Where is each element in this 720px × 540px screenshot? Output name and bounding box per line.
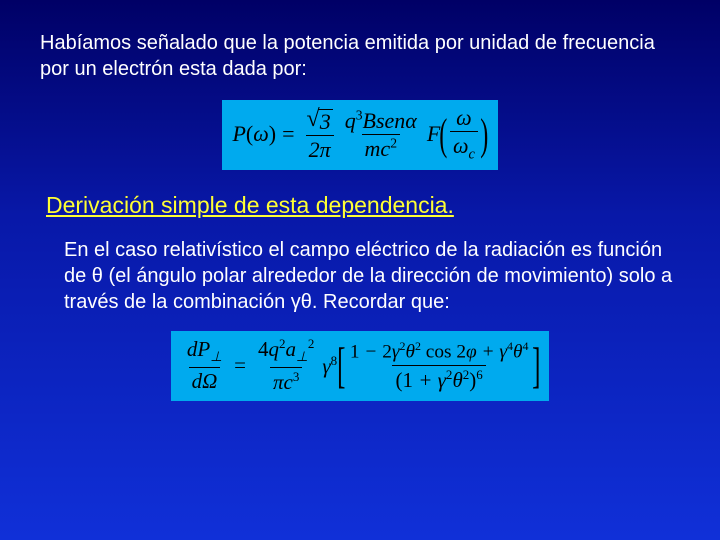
formula-2: dP⊥ dΩ = 4q2a⊥2 πc3 γ8 [ 1 − 2γ2θ2 cos 2… <box>171 331 549 401</box>
f1-inner-frac: ω ωc <box>450 106 478 162</box>
subtitle-text: Derivación simple de esta dependencia. <box>46 192 680 219</box>
f2-lhs-num: dP⊥ <box>187 337 222 361</box>
f1-outer-func: F <box>427 123 440 145</box>
paren-left-icon: ( <box>440 117 448 152</box>
f1-coef-frac: √3 2π <box>304 107 336 161</box>
f1-lhs-func: P <box>232 123 245 145</box>
f1-main-frac: q3Bsenα mc2 <box>342 108 420 160</box>
f2-coef-num: 4q2a⊥2 <box>258 337 314 361</box>
f2-bracket-frac: 1 − 2γ2θ2 cos 2φ + γ4θ4 (1 + γ2θ2)6 <box>347 340 532 391</box>
formula-2-container: dP⊥ dΩ = 4q2a⊥2 πc3 γ8 [ 1 − 2γ2θ2 cos 2… <box>40 331 680 401</box>
paren-right-icon: ) <box>480 117 488 152</box>
f1-eq: = <box>282 123 294 145</box>
f1-inner-num: ω <box>453 106 475 131</box>
formula-1: P(ω) = √3 2π q3Bsenα mc2 F ( ω ωc ) <box>222 100 497 170</box>
f1-coef-den: 2π <box>306 135 334 161</box>
bracket-right-icon: ] <box>533 347 541 385</box>
f1-inner-den-base: ω <box>453 133 469 158</box>
f1-root-arg: 3 <box>318 109 333 133</box>
f2-lhs-den: dΩ <box>189 367 221 392</box>
f1-inner-den-sub: c <box>469 146 475 162</box>
bracket-left-icon: [ <box>337 347 345 385</box>
formula-1-container: P(ω) = √3 2π q3Bsenα mc2 F ( ω ωc ) <box>40 100 680 170</box>
f1-main-den: mc2 <box>365 136 397 161</box>
f2-bracket-num: 1 − 2γ2θ2 cos 2φ + γ4θ4 <box>347 340 532 365</box>
f2-lhs-frac: dP⊥ dΩ <box>184 338 225 392</box>
f2-eq: = <box>234 355 246 376</box>
f2-gamma: γ8 <box>322 354 337 377</box>
f1-lhs-arg: ω <box>253 123 269 145</box>
body-text: En el caso relativístico el campo eléctr… <box>64 237 680 315</box>
f2-bracket-den: (1 + γ2θ2)6 <box>392 365 485 391</box>
intro-text: Habíamos señalado que la potencia emitid… <box>40 30 680 82</box>
f2-coef-frac: 4q2a⊥2 πc3 <box>255 337 317 393</box>
f1-main-num: q3Bsenα <box>345 108 417 133</box>
f2-coef-den: πc3 <box>273 370 299 394</box>
